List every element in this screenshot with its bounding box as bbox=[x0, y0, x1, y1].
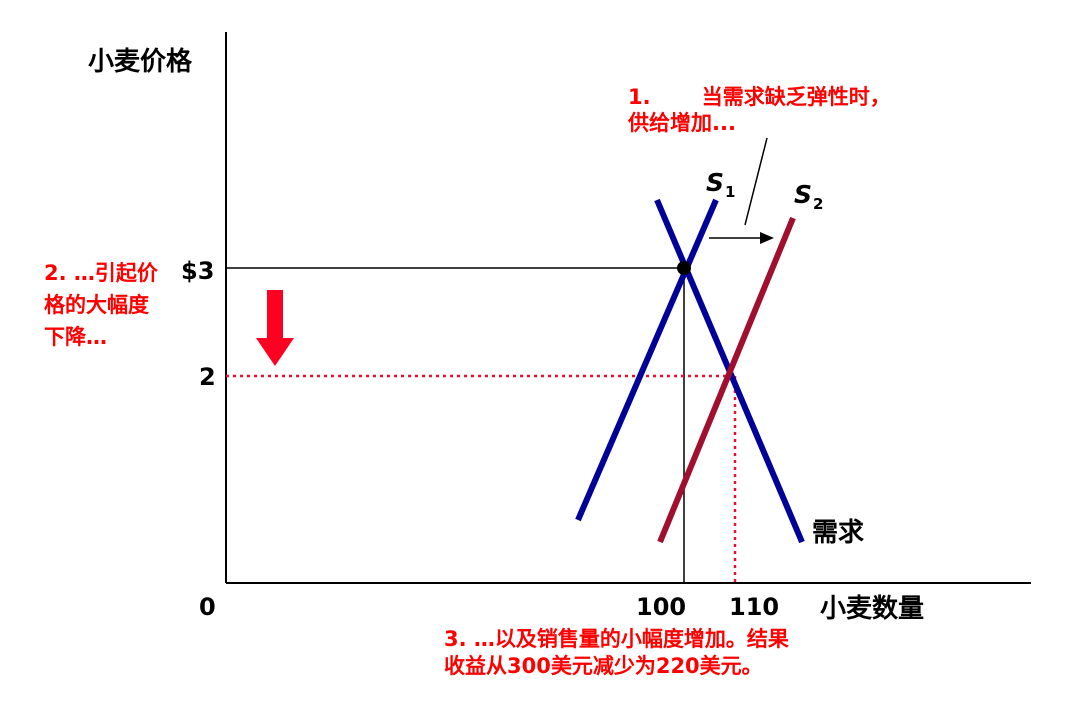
annotation: 格的大幅度 bbox=[44, 293, 149, 317]
supply-s2 bbox=[657, 216, 796, 544]
x-axis-label: 小麦数量 bbox=[820, 594, 924, 624]
s2-subscript: 2 bbox=[813, 195, 823, 213]
down-arrow-head bbox=[256, 338, 294, 366]
origin-label: 0 bbox=[199, 593, 216, 621]
annotation: 下降… bbox=[44, 325, 107, 349]
leader-line bbox=[744, 137, 768, 226]
annotation: 3. …以及销售量的小幅度增加。结果 bbox=[444, 627, 789, 651]
annotation: 收益从300美元减少为220美元。 bbox=[444, 654, 763, 678]
y-tick-label: $3 bbox=[181, 257, 214, 285]
s2-label: S bbox=[794, 180, 812, 209]
down-arrow-shaft bbox=[267, 290, 283, 338]
shift-arrowhead bbox=[760, 232, 774, 244]
y-axis-label: 小麦价格 bbox=[88, 46, 193, 77]
annotation: 1. 当需求缺乏弹性时， bbox=[628, 85, 891, 109]
x-tick-label: 100 bbox=[636, 593, 686, 621]
equilibrium-point bbox=[677, 261, 691, 275]
y-tick-label: 2 bbox=[199, 363, 216, 391]
s1-label: S bbox=[706, 168, 724, 197]
x-tick-label: 110 bbox=[729, 593, 779, 621]
annotation: 2. …引起价 bbox=[44, 261, 159, 285]
s1-subscript: 1 bbox=[725, 183, 735, 201]
demand-label: 需求 bbox=[812, 518, 864, 548]
supply-s1 bbox=[575, 198, 719, 522]
annotation: 供给增加... bbox=[627, 111, 736, 135]
